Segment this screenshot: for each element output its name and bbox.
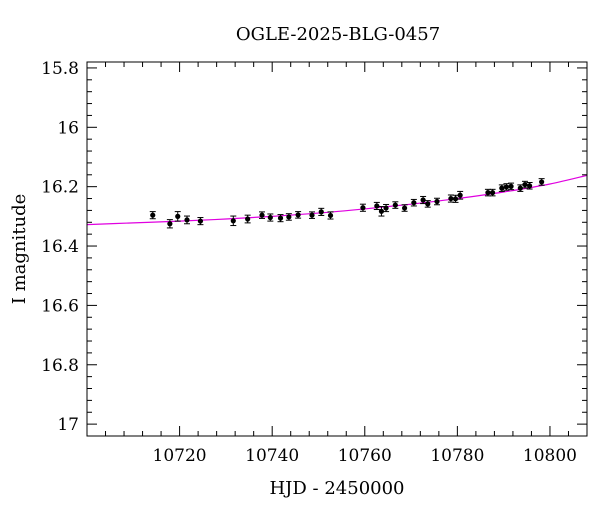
data-point — [521, 180, 528, 189]
point-marker — [522, 181, 528, 188]
point-marker — [245, 216, 251, 222]
point-marker — [485, 190, 491, 196]
data-point — [244, 214, 251, 224]
data-point — [538, 178, 545, 186]
point-marker — [150, 212, 156, 218]
point-marker — [503, 184, 510, 190]
data-point — [267, 213, 274, 222]
point-marker — [401, 205, 408, 211]
data-point — [197, 217, 204, 226]
data-point — [174, 211, 181, 222]
point-marker — [411, 200, 417, 206]
data-point — [498, 184, 505, 192]
y-tick-label: 16 — [57, 118, 79, 138]
point-marker — [374, 203, 380, 209]
data-point — [503, 183, 510, 191]
point-marker — [277, 215, 284, 221]
point-marker — [517, 185, 523, 191]
y-tick-label: 16.2 — [41, 178, 79, 198]
data-point — [259, 211, 265, 219]
point-marker — [457, 192, 463, 198]
point-marker — [434, 198, 440, 205]
data-point — [359, 203, 366, 212]
x-tick-label: 10760 — [338, 446, 392, 466]
data-point — [489, 188, 496, 197]
point-marker — [526, 183, 533, 189]
point-marker — [309, 212, 315, 218]
x-tick-label: 10800 — [523, 446, 577, 466]
data-point — [318, 207, 325, 216]
data-point — [526, 182, 533, 190]
point-marker — [489, 190, 496, 196]
y-tick-label: 16.4 — [41, 237, 79, 257]
data-point — [295, 211, 302, 219]
data-point — [401, 204, 408, 212]
data-point — [452, 194, 459, 203]
point-marker — [230, 218, 236, 224]
data-point — [166, 219, 173, 229]
point-marker — [360, 205, 366, 211]
y-axis-label: I magnitude — [9, 194, 30, 305]
data-point — [484, 188, 491, 197]
point-marker — [539, 179, 545, 185]
data-point — [424, 200, 431, 208]
point-marker — [452, 196, 459, 202]
y-tick-label: 17 — [57, 415, 79, 435]
y-tick-label: 16.8 — [41, 356, 79, 376]
point-marker — [286, 214, 292, 220]
point-marker — [167, 221, 173, 227]
data-point — [410, 198, 417, 207]
data-point — [517, 184, 524, 192]
point-marker — [383, 205, 389, 211]
data-point — [383, 203, 390, 213]
point-marker — [425, 201, 431, 207]
y-tick-label: 15.8 — [41, 59, 79, 79]
point-marker — [508, 183, 514, 189]
chart-title: OGLE-2025-BLG-0457 — [236, 24, 440, 45]
data-point — [420, 195, 427, 205]
point-marker — [318, 209, 324, 215]
x-tick-label: 10780 — [430, 446, 484, 466]
data-point — [285, 213, 292, 221]
data-point — [309, 211, 315, 219]
x-tick-label: 10740 — [245, 446, 299, 466]
y-tick-label: 16.6 — [41, 296, 79, 316]
point-marker — [184, 217, 190, 223]
point-marker — [499, 185, 505, 191]
data-point — [457, 190, 464, 200]
data-point — [230, 215, 237, 227]
point-marker — [392, 202, 398, 208]
plot-frame — [86, 61, 588, 437]
data-point — [184, 215, 190, 225]
data-point — [149, 211, 156, 220]
point-marker — [295, 212, 301, 218]
point-marker — [175, 213, 181, 219]
data-point — [327, 211, 334, 220]
x-axis-label: HJD - 2450000 — [269, 478, 404, 499]
data-point — [434, 197, 440, 206]
data-point — [378, 206, 385, 217]
axis-ticks-layer — [87, 62, 588, 437]
tick-labels-layer: 10720 10740 10760 10780 10800 15.8 16 16.2 16.4 1… — [41, 59, 577, 466]
point-marker — [197, 218, 204, 224]
point-marker — [267, 214, 273, 221]
x-tick-label: 10720 — [153, 446, 207, 466]
data-point — [373, 201, 380, 211]
point-marker — [259, 212, 265, 218]
data-points-layer — [149, 178, 545, 229]
point-marker — [448, 195, 454, 202]
point-marker — [327, 212, 334, 219]
point-marker — [378, 208, 385, 214]
data-point — [277, 214, 284, 223]
data-point — [392, 201, 399, 209]
point-marker — [420, 197, 426, 203]
data-point — [508, 182, 515, 191]
